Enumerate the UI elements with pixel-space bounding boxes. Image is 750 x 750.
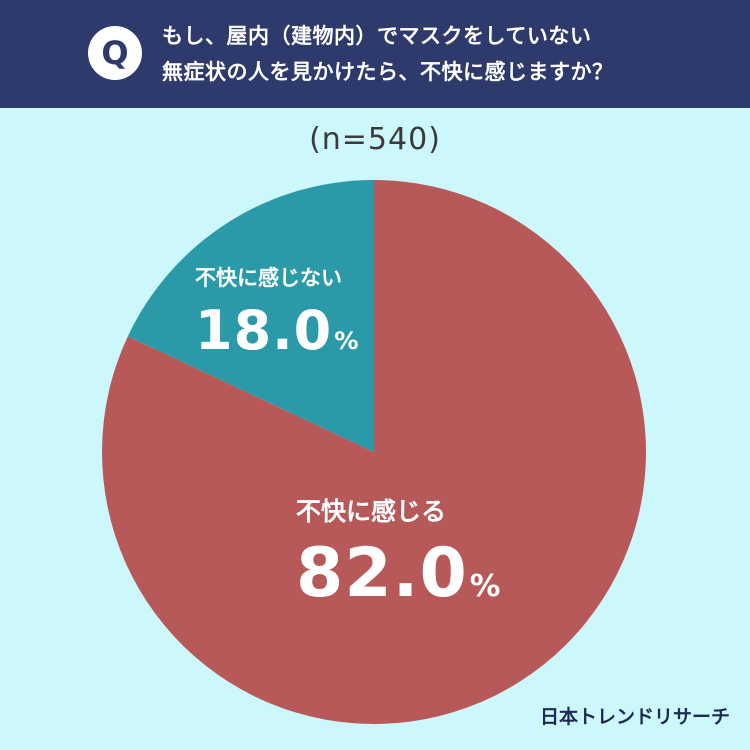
question-header: Q もし、屋内（建物内）でマスクをしていない 無症状の人を見かけたら、不快に感じ…: [0, 0, 750, 108]
sample-size: (n=540): [309, 122, 441, 157]
pie-slice-not-uncomfortable: [127, 179, 374, 452]
question-text: もし、屋内（建物内）でマスクをしていない 無症状の人を見かけたら、不快に感じます…: [162, 18, 722, 90]
slice-name-not-uncomfortable: 不快に感じない: [195, 266, 342, 290]
question-line-1: もし、屋内（建物内）でマスクをしていない: [162, 24, 592, 48]
question-line-2: 無症状の人を見かけたら、不快に感じますか？: [162, 60, 614, 84]
brand-logo: 日本トレンドリサーチ: [539, 706, 730, 728]
question-badge: Q: [88, 26, 142, 80]
slice-name-feel-uncomfortable: 不快に感じる: [296, 497, 447, 526]
slice-label-feel-uncomfortable: 不快に感じる 82.0%: [296, 492, 501, 631]
slice-label-not-uncomfortable: 不快に感じない 18.0%: [195, 262, 360, 376]
slice-value-feel-uncomfortable: 82.0%: [296, 534, 502, 613]
pie-slice-feel-uncomfortable: [102, 180, 647, 724]
slice-value-not-uncomfortable: 18.0%: [195, 299, 360, 362]
